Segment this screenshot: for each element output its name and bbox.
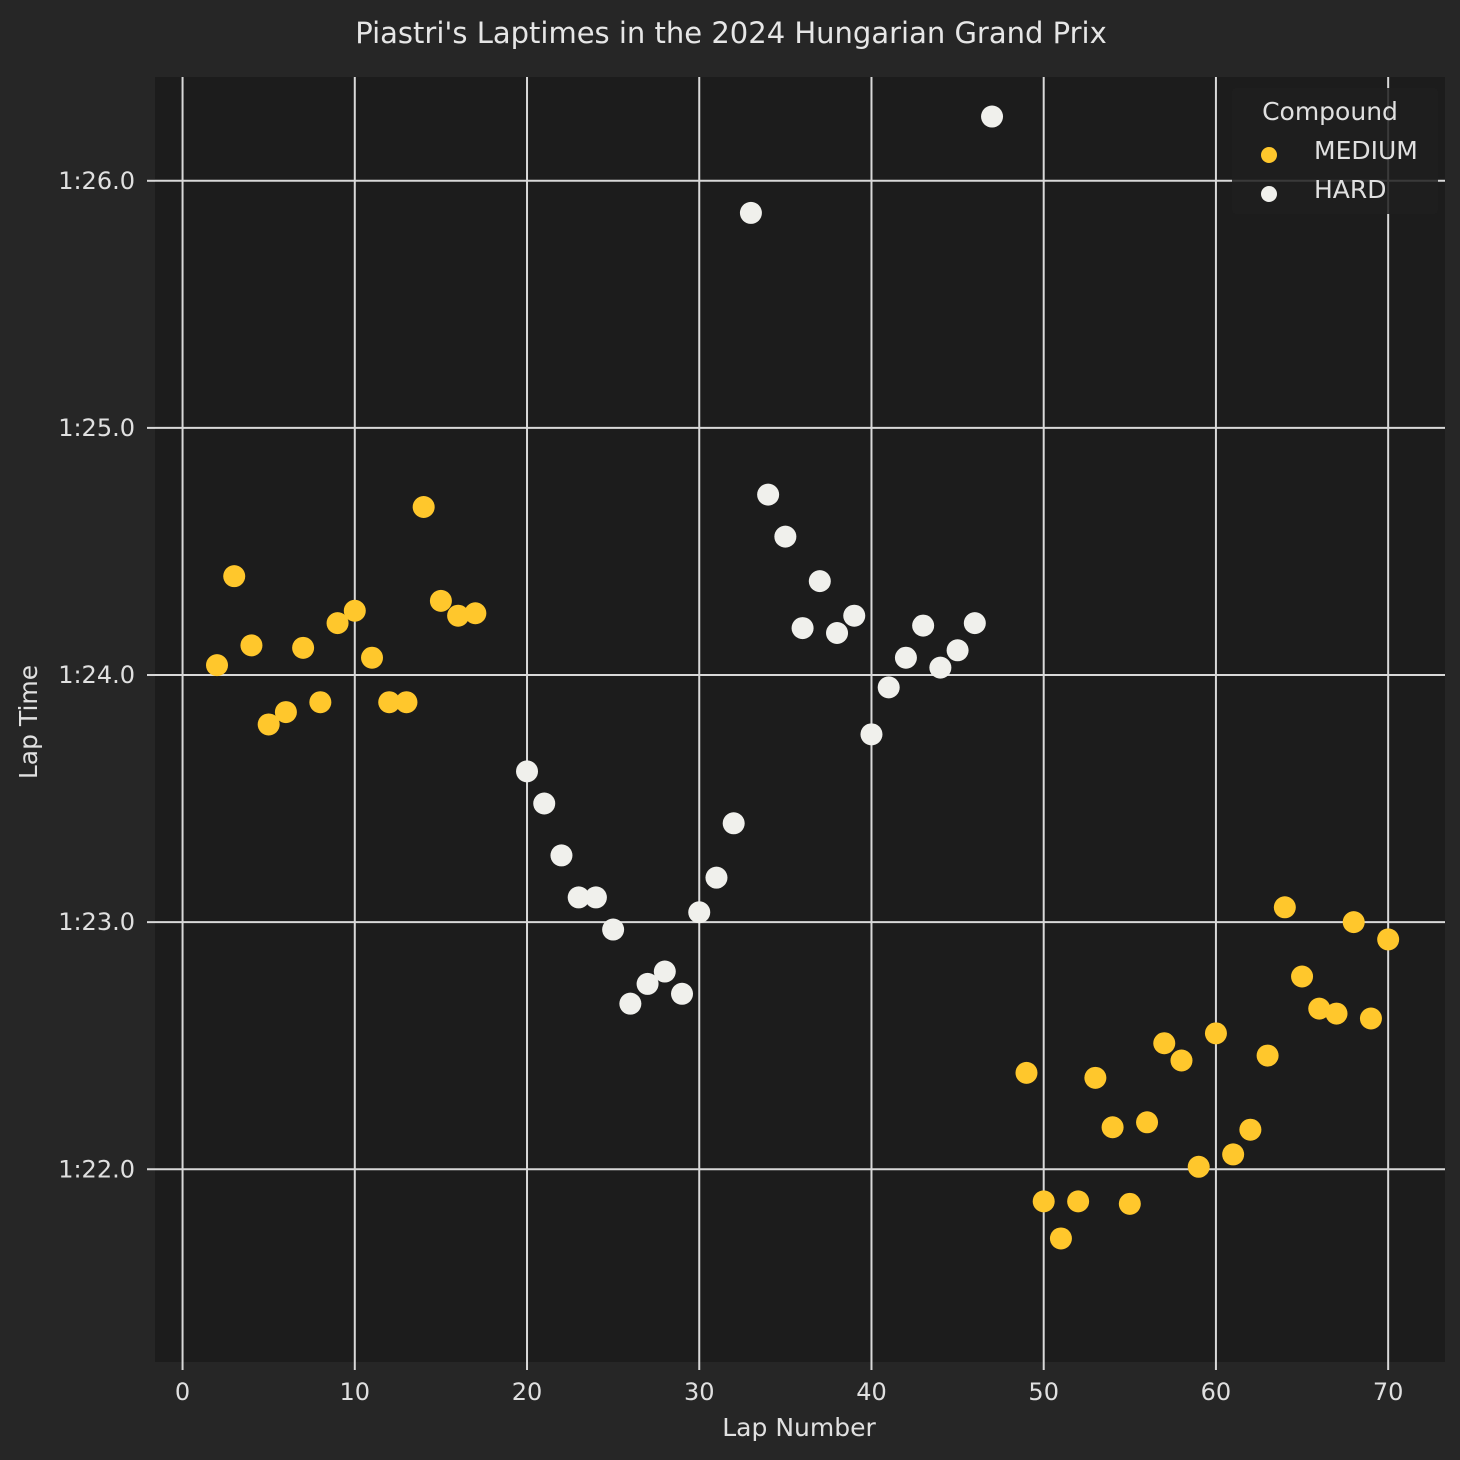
- data-point-medium: [361, 646, 384, 669]
- data-point-hard: [774, 525, 797, 548]
- data-point-hard: [722, 812, 745, 835]
- data-point-medium: [1342, 911, 1365, 934]
- data-point-hard: [636, 972, 659, 995]
- x-tick-label: 50: [1028, 1378, 1059, 1406]
- data-point-medium: [1170, 1049, 1193, 1072]
- data-point-hard: [808, 570, 831, 593]
- data-point-hard: [791, 617, 814, 640]
- data-point-medium: [1222, 1143, 1245, 1166]
- data-point-medium: [1015, 1061, 1038, 1084]
- y-tick-label: 1:22.0: [58, 1155, 135, 1183]
- data-point-medium: [1187, 1155, 1210, 1178]
- data-point-hard: [619, 992, 642, 1015]
- data-point-hard: [653, 960, 676, 983]
- data-point-medium: [395, 691, 418, 714]
- data-point-medium: [343, 599, 366, 622]
- data-point-hard: [739, 201, 762, 224]
- data-point-hard: [826, 622, 849, 645]
- data-point-medium: [1049, 1227, 1072, 1250]
- x-axis-ticks: 0 10 20 30 40 50 60 70: [175, 1362, 1404, 1406]
- data-point-hard: [671, 982, 694, 1005]
- data-point-hard: [912, 614, 935, 637]
- x-tick-label: 20: [512, 1378, 543, 1406]
- data-point-hard: [757, 483, 780, 506]
- data-point-medium: [378, 691, 401, 714]
- data-point-medium: [1291, 965, 1314, 988]
- grid-lines: [155, 77, 1445, 1362]
- legend-box: [1232, 88, 1438, 214]
- data-point-hard: [705, 866, 728, 889]
- y-tick-label: 1:26.0: [58, 167, 135, 195]
- data-point-medium: [1325, 1002, 1348, 1025]
- data-point-medium: [309, 691, 332, 714]
- data-point-hard: [963, 612, 986, 635]
- data-point-medium: [1067, 1190, 1090, 1213]
- legend-marker-medium: [1261, 147, 1277, 163]
- x-tick-label: 10: [340, 1378, 371, 1406]
- y-tick-label: 1:24.0: [58, 661, 135, 689]
- y-axis-label: Lap Time: [14, 665, 43, 779]
- data-point-medium: [274, 701, 297, 724]
- x-tick-label: 0: [175, 1378, 190, 1406]
- x-tick-label: 70: [1373, 1378, 1404, 1406]
- legend-title: Compound: [1262, 97, 1398, 126]
- data-point-medium: [1377, 928, 1400, 951]
- series-hard: [516, 105, 1004, 1015]
- data-point-medium: [206, 654, 229, 677]
- legend: Compound MEDIUM HARD: [1232, 88, 1438, 214]
- data-point-hard: [877, 676, 900, 699]
- data-point-medium: [1273, 896, 1296, 919]
- data-point-medium: [429, 589, 452, 612]
- data-point-hard: [688, 901, 711, 924]
- data-point-medium: [1256, 1044, 1279, 1067]
- legend-label-hard: HARD: [1314, 175, 1387, 204]
- x-tick-label: 40: [856, 1378, 887, 1406]
- data-point-hard: [567, 886, 590, 909]
- data-point-medium: [412, 495, 435, 518]
- data-point-medium: [1032, 1190, 1055, 1213]
- chart-title: Piastri's Laptimes in the 2024 Hungarian…: [355, 16, 1107, 50]
- legend-label-medium: MEDIUM: [1314, 136, 1418, 165]
- data-points: [206, 105, 1400, 1250]
- data-point-medium: [292, 636, 315, 659]
- data-point-hard: [894, 646, 917, 669]
- data-point-medium: [1239, 1118, 1262, 1141]
- data-point-medium: [464, 602, 487, 625]
- data-point-hard: [584, 886, 607, 909]
- data-point-medium: [1308, 997, 1331, 1020]
- data-point-medium: [1153, 1032, 1176, 1055]
- data-point-hard: [516, 760, 539, 783]
- y-tick-label: 1:25.0: [58, 414, 135, 442]
- data-point-hard: [533, 792, 556, 815]
- y-axis-ticks: 1:22.0 1:23.0 1:24.0 1:25.0 1:26.0: [58, 167, 155, 1183]
- data-point-hard: [602, 918, 625, 941]
- y-tick-label: 1:23.0: [58, 908, 135, 936]
- data-point-hard: [981, 105, 1004, 128]
- data-point-medium: [1101, 1116, 1124, 1139]
- legend-marker-hard: [1261, 186, 1277, 202]
- data-point-medium: [1136, 1111, 1159, 1134]
- data-point-hard: [843, 604, 866, 627]
- data-point-medium: [1084, 1066, 1107, 1089]
- x-tick-label: 30: [684, 1378, 715, 1406]
- data-point-medium: [240, 634, 263, 657]
- data-point-hard: [929, 656, 952, 679]
- data-point-medium: [1204, 1022, 1227, 1045]
- x-tick-label: 60: [1201, 1378, 1232, 1406]
- data-point-medium: [257, 713, 280, 736]
- data-point-medium: [1359, 1007, 1382, 1030]
- data-point-medium: [447, 604, 470, 627]
- data-point-medium: [326, 612, 349, 635]
- data-point-hard: [550, 844, 573, 867]
- data-point-hard: [946, 639, 969, 662]
- data-point-medium: [1118, 1192, 1141, 1215]
- x-axis-label: Lap Number: [722, 1413, 876, 1442]
- data-point-medium: [223, 565, 246, 588]
- data-point-hard: [860, 723, 883, 746]
- series-medium: [206, 495, 1400, 1250]
